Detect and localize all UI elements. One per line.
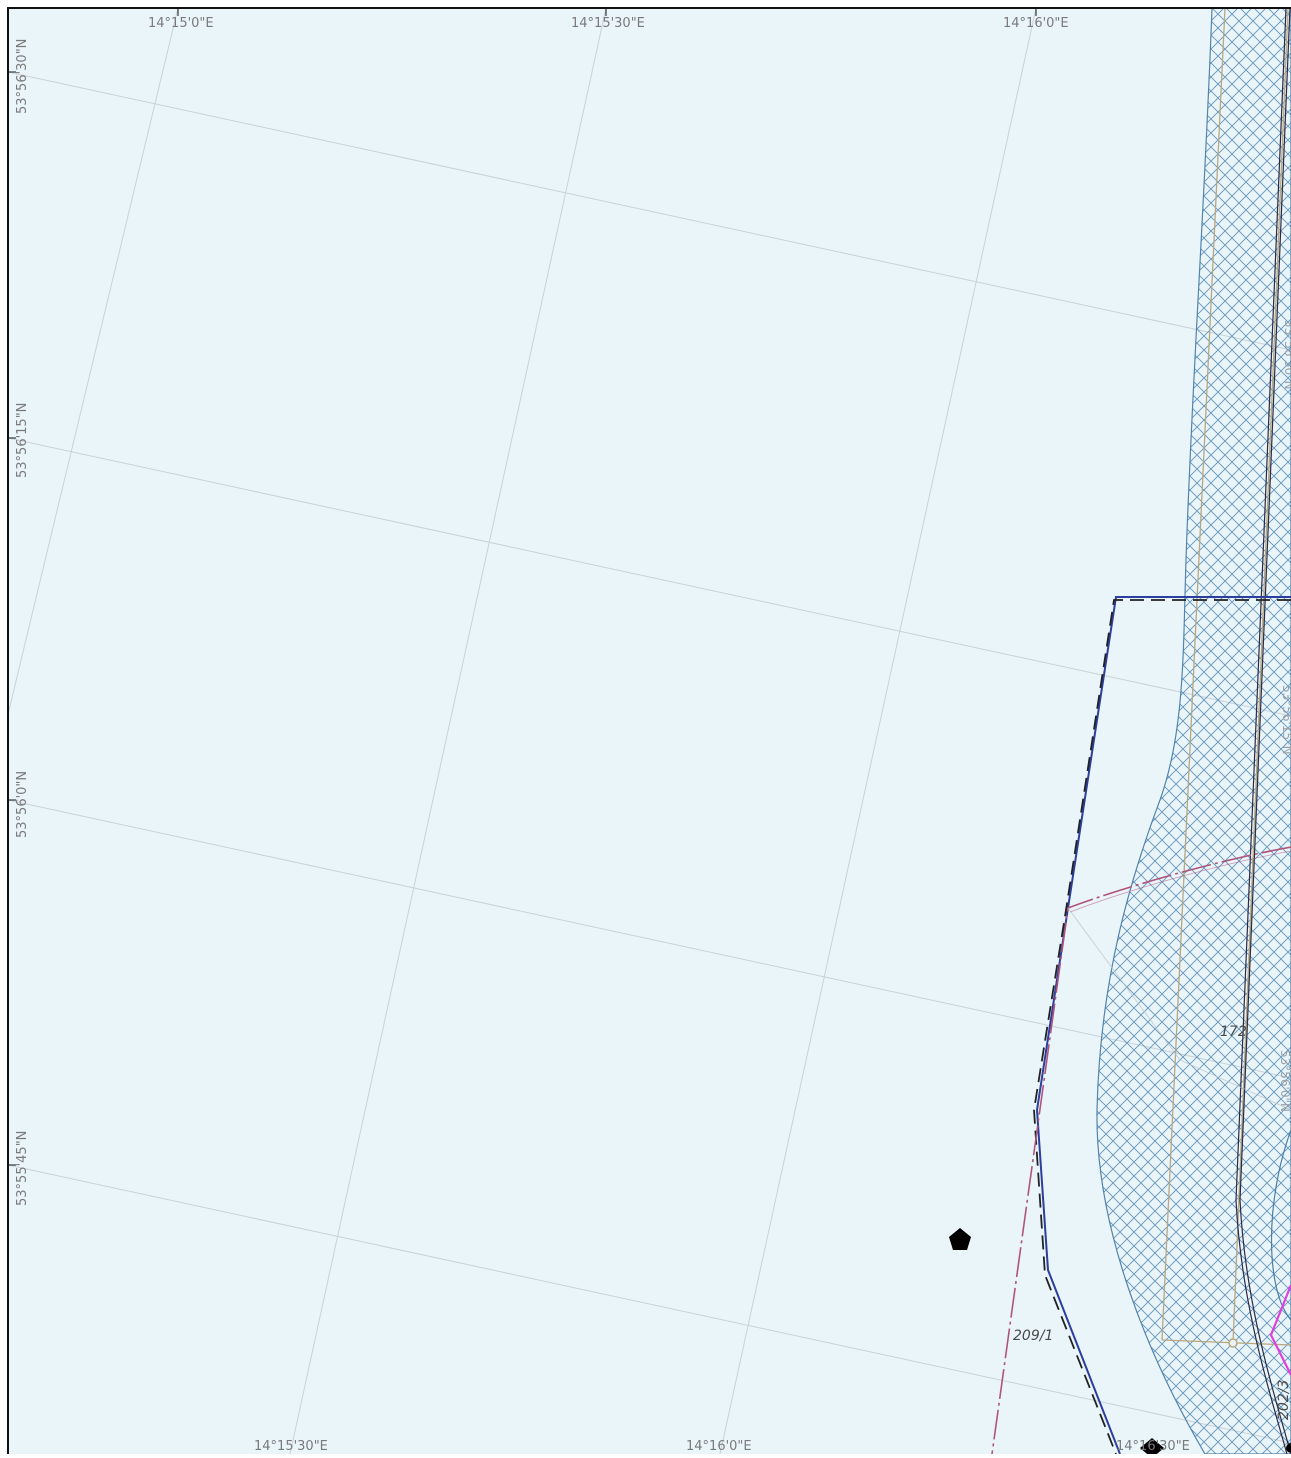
left-lat-label-4: 53°55'45"N	[15, 1131, 30, 1206]
bottom-lon-label-3: 14°16'30"E	[1116, 1439, 1190, 1454]
inner-lat-label-3: 53°56'0"N	[1278, 1050, 1291, 1112]
top-lon-label-2: 14°15'30"E	[571, 16, 645, 31]
left-lat-label-1: 53°56'30"N	[15, 39, 30, 114]
depth-label-209-1: 209/1	[1013, 1328, 1053, 1344]
bottom-lon-label-1: 14°15'30"E	[254, 1439, 328, 1454]
left-lat-label-2: 53°56'15"N	[15, 403, 30, 478]
depth-label-202-3: 202/3	[1276, 1380, 1291, 1420]
sea-area	[8, 8, 1291, 1454]
left-lat-label-3: 53°56'0"N	[15, 771, 30, 838]
top-lon-label-1: 14°15'0"E	[148, 16, 214, 31]
top-lon-label-3: 14°16'0"E	[1003, 16, 1069, 31]
depth-label-172: 172	[1220, 1024, 1247, 1040]
inner-lat-label-1: 53°56'30"N	[1282, 320, 1291, 390]
bottom-lon-label-2: 14°16'0"E	[686, 1439, 752, 1454]
inner-lat-label-2: 53°56'15"N	[1280, 685, 1291, 755]
circle-marker-icon[interactable]	[1229, 1339, 1237, 1347]
